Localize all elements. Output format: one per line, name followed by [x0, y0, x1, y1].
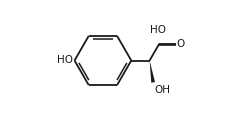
Text: O: O: [177, 39, 185, 49]
Text: HO: HO: [150, 25, 166, 35]
Text: HO: HO: [57, 56, 73, 65]
Polygon shape: [150, 60, 155, 83]
Text: OH: OH: [154, 85, 170, 95]
